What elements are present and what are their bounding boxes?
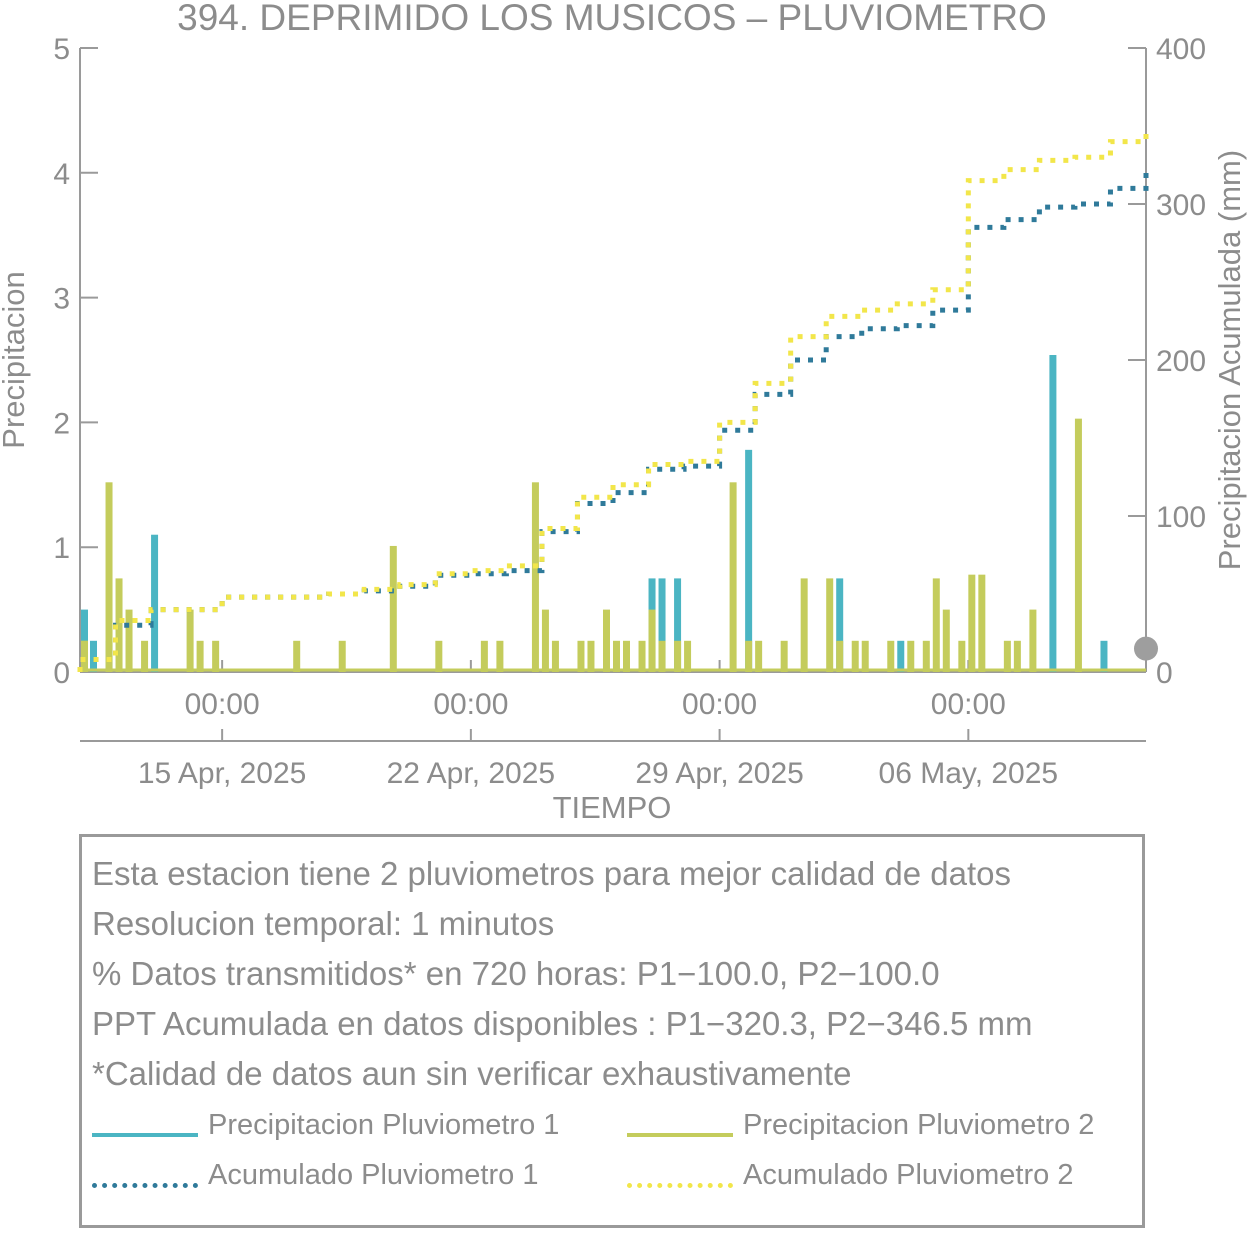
p2-bar	[1074, 418, 1082, 672]
p1-bar	[674, 578, 682, 672]
p2-bar	[861, 640, 869, 672]
info-line-accumulated: PPT Acumulada en datos disponibles : P1−…	[92, 1005, 1033, 1042]
x-tick-time-label: 00:00	[433, 688, 508, 721]
x-tick-time-label: 00:00	[682, 688, 757, 721]
p2-bar	[141, 640, 149, 672]
p2-bar	[293, 640, 301, 672]
p2-bar	[541, 609, 549, 672]
p2-bar	[674, 640, 682, 672]
y-right-tick-label: 200	[1156, 345, 1206, 378]
p2-bar	[125, 640, 133, 672]
p2-bar	[922, 640, 930, 672]
p1-bar	[90, 640, 97, 672]
p2-bar	[115, 578, 123, 672]
p2-bar	[800, 578, 808, 672]
p2-bar	[551, 640, 559, 672]
legend-label-acc2: Acumulado Pluviometro 2	[743, 1159, 1074, 1191]
p1-bar	[658, 578, 666, 672]
p2-bar	[932, 578, 940, 672]
y-left-tick-label: 4	[53, 158, 70, 191]
x-tick-time-label: 00:00	[931, 688, 1006, 721]
legend-label-p1: Precipitacion Pluviometro 1	[208, 1109, 560, 1141]
plot-area: 0 1 2 3 4 5 0 100 200 300 400 00:00 15 Apr, 2025 00:0…	[53, 33, 1206, 790]
p2-bar	[648, 609, 656, 672]
acc2-line	[77, 131, 1149, 672]
y-right-tick-label: 400	[1156, 33, 1206, 66]
p2-bar	[1029, 609, 1037, 672]
p2-bar	[338, 640, 346, 672]
info-line-stations: Esta estacion tiene 2 pluviometros para …	[92, 855, 1012, 892]
p1-bar	[1100, 640, 1108, 672]
p2-bar	[496, 640, 504, 672]
y-left-tick-label: 2	[53, 407, 70, 440]
p2-bar	[480, 640, 488, 672]
legend-label-p2: Precipitacion Pluviometro 2	[743, 1109, 1095, 1141]
p2-bar	[755, 640, 763, 672]
p1-bar	[1049, 355, 1057, 672]
p2-bar	[577, 640, 585, 672]
p2-bar	[623, 640, 630, 672]
legend-label-acc1: Acumulado Pluviometro 1	[208, 1159, 539, 1191]
x-tick-date-label: 22 Apr, 2025	[387, 757, 556, 790]
p2-bar	[389, 545, 397, 672]
y-left-tick-label: 5	[53, 33, 70, 66]
x-tick-date-label: 06 May, 2025	[879, 757, 1059, 790]
p2-bar	[851, 640, 859, 672]
p2-bar	[435, 640, 443, 672]
y-axis-left-label: Precipitacion	[0, 271, 31, 448]
p2-bar	[907, 640, 915, 672]
p2-bar	[531, 482, 539, 672]
legend-swatch-acc1	[92, 1183, 198, 1188]
p2-bar	[836, 640, 844, 672]
info-line-transmitted: % Datos transmitidos* en 720 horas: P1−1…	[92, 955, 940, 992]
p2-bar	[603, 609, 610, 672]
legend-swatch-p1	[92, 1133, 198, 1137]
x-axis-label: TIEMPO	[553, 790, 672, 825]
p2-bar	[638, 640, 646, 672]
legend-swatch-p2	[627, 1133, 733, 1137]
y-right-tick-label: 300	[1156, 189, 1206, 222]
y-axis-right-label: Precipitacion Acumulada (mm)	[1212, 150, 1247, 570]
x-tick-date-label: 15 Apr, 2025	[138, 757, 307, 790]
p2-bar	[745, 640, 753, 672]
p2-bar	[942, 609, 950, 672]
p2-bar	[81, 640, 88, 672]
p1-bar	[897, 640, 905, 672]
end-marker	[1134, 636, 1158, 661]
p2-bar	[1003, 640, 1011, 672]
info-panel: Esta estacion tiene 2 pluviometros para …	[79, 834, 1145, 1228]
y-right-tick-label: 0	[1156, 657, 1173, 690]
precipitation-chart: 394. DEPRIMIDO LOS MUSICOS – PLUVIOMETRO…	[0, 0, 1247, 825]
p2-bar	[105, 482, 113, 672]
p1-bar	[745, 449, 753, 672]
y-right-tick-label: 100	[1156, 501, 1206, 534]
p2-bar	[968, 574, 976, 672]
p2-bar	[729, 482, 737, 672]
y-left-tick-label: 0	[53, 657, 70, 690]
chart-title: 394. DEPRIMIDO LOS MUSICOS – PLUVIOMETRO	[177, 0, 1047, 38]
p2-bar	[186, 609, 194, 672]
y-left-tick-label: 1	[53, 532, 70, 565]
p2-bar	[613, 640, 620, 672]
x-tick-date-label: 29 Apr, 2025	[635, 757, 804, 790]
p2-bar	[887, 640, 895, 672]
info-line-quality-note: *Calidad de datos aun sin verificar exha…	[92, 1055, 852, 1092]
p2-bar	[958, 640, 966, 672]
y-left-tick-label: 3	[53, 283, 70, 316]
p1-bar	[836, 578, 844, 672]
p2-bar	[212, 640, 220, 672]
p2-bar	[826, 578, 834, 672]
p2-bar	[1013, 640, 1021, 672]
p2-bar	[978, 574, 986, 672]
p1-bar	[151, 534, 159, 672]
p2-bar	[780, 640, 788, 672]
x-tick-time-label: 00:00	[185, 688, 260, 721]
p2-bar	[196, 640, 204, 672]
legend-swatch-acc2	[627, 1183, 733, 1188]
p2-bar	[684, 640, 692, 672]
p2-bar	[658, 640, 666, 672]
info-line-resolution: Resolucion temporal: 1 minutos	[92, 905, 555, 942]
p2-bar	[587, 640, 595, 672]
